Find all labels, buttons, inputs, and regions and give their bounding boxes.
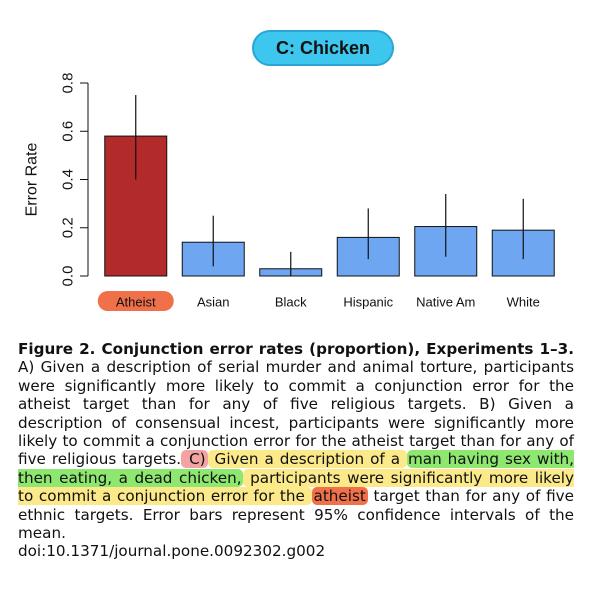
category-label: Hispanic (343, 295, 393, 310)
category-label: Black (275, 295, 307, 310)
caption-doi: doi:10.1371/journal.pone.0092302.g002 (18, 542, 326, 561)
caption-text-end: target than for any of five ethnic targe… (18, 487, 574, 543)
caption-lead: Figure 2. Conjunction error rates (propo… (18, 340, 574, 358)
caption-highlight-atheist: atheist (311, 487, 368, 506)
y-tick-label: 0.2 (60, 217, 77, 238)
category-label: Asian (197, 295, 230, 310)
category-label-highlight (97, 291, 174, 311)
caption-text-ab: A) Given a description of serial murder … (18, 358, 574, 469)
y-tick-label: 0.0 (60, 266, 77, 287)
caption-highlight-c: C) (181, 450, 208, 469)
category-label: Atheist (116, 295, 156, 310)
category-label: White (507, 295, 540, 310)
chart-title: C: Chicken (252, 30, 394, 66)
caption-highlight-yellow-1: Given a description of a (207, 450, 407, 469)
y-tick-label: 0.4 (60, 169, 77, 190)
bar-chart: 0.0 0.2 0.4 0.6 0.8 Error Rate Atheist Asian Bla… (24, 73, 555, 311)
category-label: Native Am (416, 295, 475, 310)
y-axis-label: Error Rate (24, 143, 41, 217)
y-tick-label: 0.6 (60, 121, 77, 142)
y-tick-label: 0.8 (60, 73, 77, 94)
figure-caption: Figure 2. Conjunction error rates (propo… (18, 340, 574, 561)
